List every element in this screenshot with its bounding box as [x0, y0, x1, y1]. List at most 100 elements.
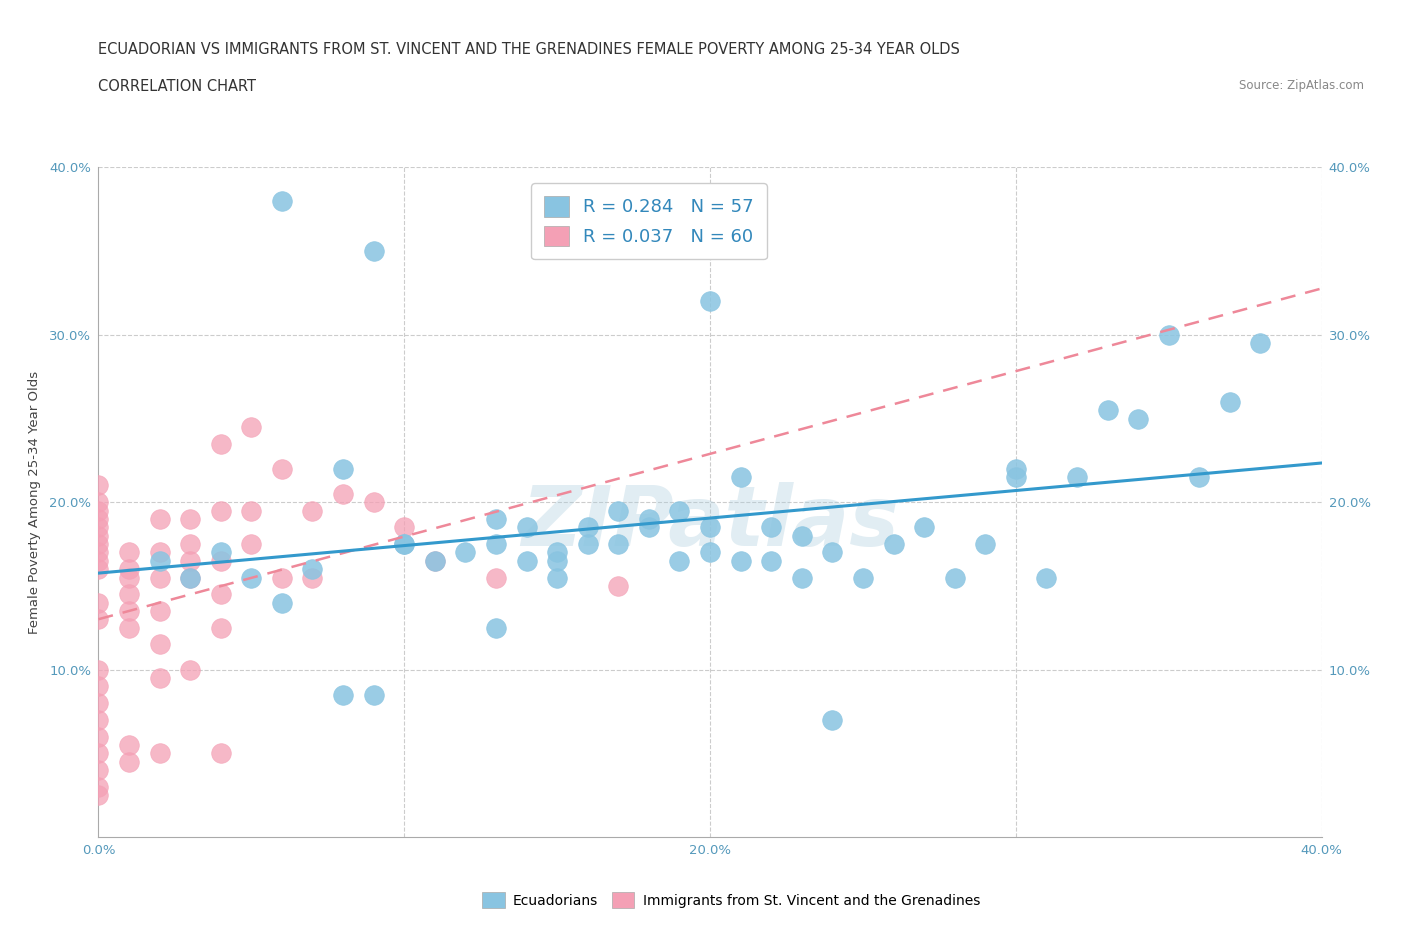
- Point: [87, 528, 110, 543]
- Point: [87, 679, 110, 694]
- Point: [392, 537, 416, 551]
- Point: [1097, 403, 1119, 418]
- Point: [209, 503, 232, 518]
- Point: [790, 570, 813, 585]
- Point: [240, 419, 263, 434]
- Point: [149, 637, 172, 652]
- Point: [240, 503, 263, 518]
- Point: [607, 503, 630, 518]
- Point: [209, 553, 232, 568]
- Point: [209, 746, 232, 761]
- Point: [485, 620, 508, 635]
- Point: [118, 545, 141, 560]
- Point: [149, 746, 172, 761]
- Point: [270, 461, 292, 476]
- Point: [118, 737, 141, 752]
- Point: [149, 604, 172, 618]
- Point: [240, 570, 263, 585]
- Point: [149, 671, 172, 685]
- Point: [1004, 470, 1026, 485]
- Point: [423, 553, 446, 568]
- Point: [363, 495, 385, 510]
- Point: [87, 612, 110, 627]
- Point: [179, 570, 201, 585]
- Point: [301, 562, 323, 577]
- Point: [392, 520, 416, 535]
- Point: [87, 788, 110, 803]
- Point: [607, 537, 630, 551]
- Point: [699, 294, 721, 309]
- Point: [485, 512, 508, 526]
- Point: [516, 520, 538, 535]
- Point: [1066, 470, 1088, 485]
- Point: [270, 570, 292, 585]
- Point: [332, 486, 354, 501]
- Point: [423, 553, 446, 568]
- Point: [87, 537, 110, 551]
- Point: [1035, 570, 1057, 585]
- Point: [118, 570, 141, 585]
- Point: [209, 436, 232, 451]
- Point: [821, 545, 844, 560]
- Point: [270, 193, 292, 208]
- Point: [118, 604, 141, 618]
- Point: [209, 545, 232, 560]
- Point: [883, 537, 905, 551]
- Point: [332, 687, 354, 702]
- Legend: R = 0.284   N = 57, R = 0.037   N = 60: R = 0.284 N = 57, R = 0.037 N = 60: [531, 183, 766, 259]
- Point: [301, 570, 323, 585]
- Point: [790, 528, 813, 543]
- Point: [912, 520, 935, 535]
- Point: [576, 520, 599, 535]
- Point: [637, 512, 661, 526]
- Point: [546, 570, 568, 585]
- Point: [699, 520, 721, 535]
- Point: [1249, 336, 1271, 351]
- Point: [943, 570, 966, 585]
- Point: [759, 520, 782, 535]
- Point: [87, 746, 110, 761]
- Point: [240, 537, 263, 551]
- Point: [87, 545, 110, 560]
- Point: [87, 478, 110, 493]
- Point: [546, 545, 568, 560]
- Point: [637, 520, 661, 535]
- Point: [87, 562, 110, 577]
- Point: [363, 687, 385, 702]
- Legend: Ecuadorians, Immigrants from St. Vincent and the Grenadines: Ecuadorians, Immigrants from St. Vincent…: [477, 886, 986, 914]
- Text: ZIPatlas: ZIPatlas: [522, 482, 898, 563]
- Point: [607, 578, 630, 593]
- Point: [87, 763, 110, 777]
- Point: [516, 553, 538, 568]
- Y-axis label: Female Poverty Among 25-34 Year Olds: Female Poverty Among 25-34 Year Olds: [28, 371, 41, 633]
- Point: [209, 587, 232, 602]
- Point: [1188, 470, 1211, 485]
- Point: [149, 553, 172, 568]
- Point: [668, 553, 690, 568]
- Point: [118, 754, 141, 769]
- Point: [118, 620, 141, 635]
- Point: [546, 553, 568, 568]
- Point: [454, 545, 477, 560]
- Point: [179, 553, 201, 568]
- Point: [149, 570, 172, 585]
- Point: [87, 495, 110, 510]
- Point: [270, 595, 292, 610]
- Point: [1004, 461, 1026, 476]
- Point: [668, 503, 690, 518]
- Point: [209, 620, 232, 635]
- Point: [699, 545, 721, 560]
- Point: [1219, 394, 1241, 409]
- Point: [179, 662, 201, 677]
- Point: [87, 520, 110, 535]
- Point: [332, 461, 354, 476]
- Point: [87, 595, 110, 610]
- Point: [821, 712, 844, 727]
- Point: [87, 696, 110, 711]
- Point: [87, 729, 110, 744]
- Point: [179, 512, 201, 526]
- Point: [87, 503, 110, 518]
- Point: [179, 537, 201, 551]
- Point: [87, 662, 110, 677]
- Point: [87, 712, 110, 727]
